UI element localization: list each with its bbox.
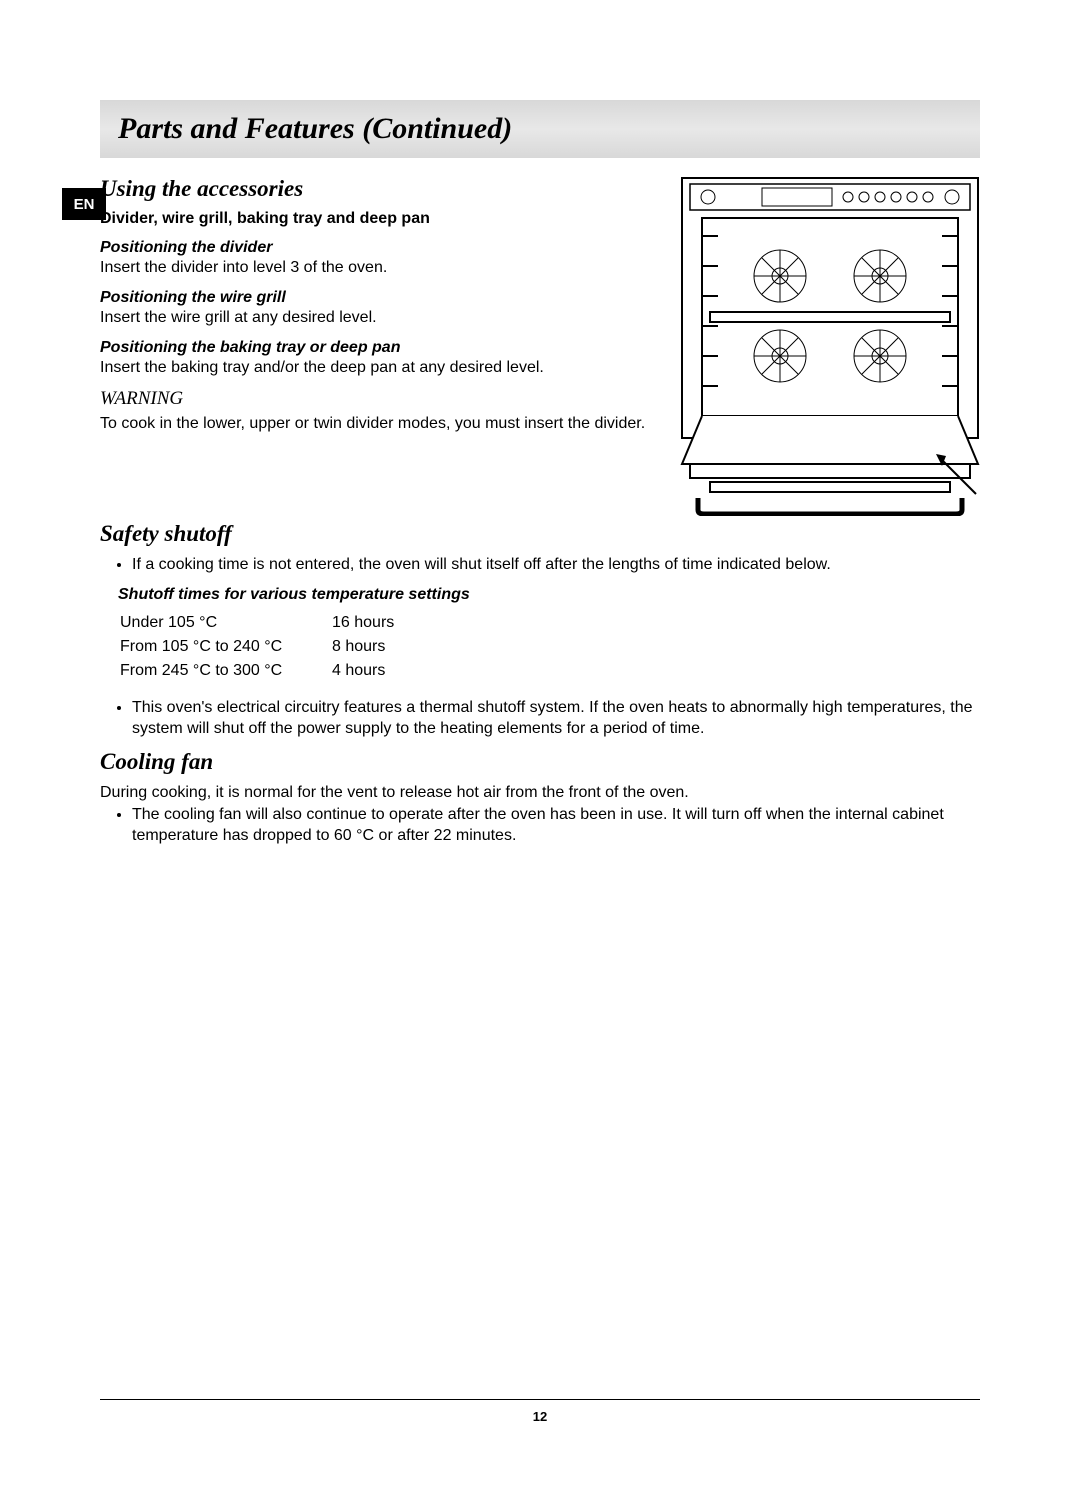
safety-bullets: If a cooking time is not entered, the ov…	[100, 555, 980, 576]
cooling-bullet: The cooling fan will also continue to op…	[132, 805, 980, 847]
grill-text: Insert the wire grill at any desired lev…	[100, 309, 377, 326]
shutoff-time: 16 hours	[332, 612, 394, 634]
title-band: Parts and Features (Continued)	[100, 100, 980, 158]
shutoff-table-heading: Shutoff times for various temperature se…	[118, 586, 980, 604]
temp-range: From 105 °C to 240 °C	[120, 636, 330, 658]
shutoff-table: Under 105 °C 16 hours From 105 °C to 240…	[118, 610, 396, 684]
grill-heading: Positioning the wire grill	[100, 289, 286, 306]
accessories-subheading: Divider, wire grill, baking tray and dee…	[100, 210, 662, 228]
shutoff-time: 4 hours	[332, 660, 394, 682]
footer-rule	[100, 1399, 980, 1400]
accessories-heading: Using the accessories	[100, 176, 662, 202]
tray-heading: Positioning the baking tray or deep pan	[100, 339, 400, 356]
cooling-bullets: The cooling fan will also continue to op…	[100, 805, 980, 847]
safety-bullet-2: This oven's electrical circuitry feature…	[132, 698, 980, 740]
cooling-intro: During cooking, it is normal for the ven…	[100, 783, 980, 803]
oven-diagram-icon	[680, 176, 980, 516]
oven-illustration	[680, 176, 980, 521]
divider-text: Insert the divider into level 3 of the o…	[100, 259, 387, 276]
shutoff-time: 8 hours	[332, 636, 394, 658]
cooling-heading: Cooling fan	[100, 749, 980, 775]
warning-text: To cook in the lower, upper or twin divi…	[100, 414, 662, 434]
safety-bullet-1: If a cooking time is not entered, the ov…	[132, 555, 980, 576]
page-footer: 12	[100, 1399, 980, 1426]
safety-bullets-2: This oven's electrical circuitry feature…	[100, 698, 980, 740]
table-row: From 105 °C to 240 °C 8 hours	[120, 636, 394, 658]
temp-range: From 245 °C to 300 °C	[120, 660, 330, 682]
safety-heading: Safety shutoff	[100, 521, 980, 547]
table-row: Under 105 °C 16 hours	[120, 612, 394, 634]
language-badge: EN	[62, 188, 106, 220]
page-number: 12	[533, 1409, 547, 1424]
warning-heading: WARNING	[100, 388, 662, 410]
table-row: From 245 °C to 300 °C 4 hours	[120, 660, 394, 682]
temp-range: Under 105 °C	[120, 612, 330, 634]
tray-text: Insert the baking tray and/or the deep p…	[100, 359, 544, 376]
page-title: Parts and Features (Continued)	[118, 112, 962, 146]
divider-heading: Positioning the divider	[100, 239, 272, 256]
